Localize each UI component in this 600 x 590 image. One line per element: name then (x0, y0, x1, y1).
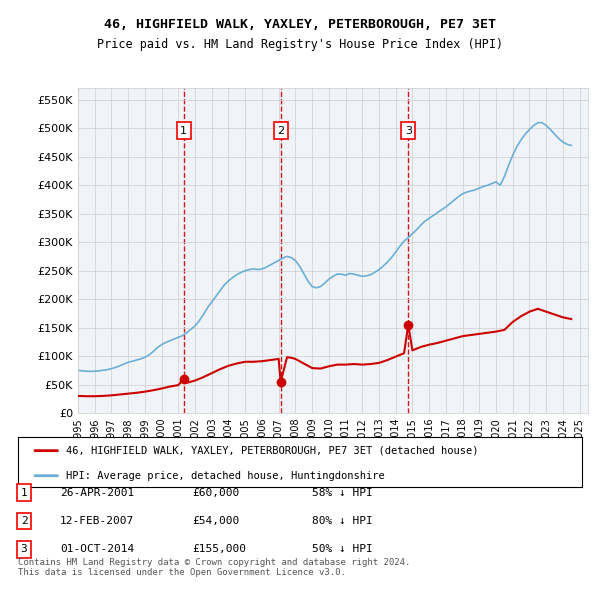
Text: 12-FEB-2007: 12-FEB-2007 (60, 516, 134, 526)
Text: HPI: Average price, detached house, Huntingdonshire: HPI: Average price, detached house, Hunt… (66, 471, 385, 481)
Text: 46, HIGHFIELD WALK, YAXLEY, PETERBOROUGH, PE7 3ET (detached house): 46, HIGHFIELD WALK, YAXLEY, PETERBOROUGH… (66, 445, 478, 455)
Text: 01-OCT-2014: 01-OCT-2014 (60, 545, 134, 554)
Text: 58% ↓ HPI: 58% ↓ HPI (312, 488, 373, 497)
Text: £155,000: £155,000 (192, 545, 246, 554)
Text: 2: 2 (20, 516, 28, 526)
Text: 46, HIGHFIELD WALK, YAXLEY, PETERBOROUGH, PE7 3ET: 46, HIGHFIELD WALK, YAXLEY, PETERBOROUGH… (104, 18, 496, 31)
Text: £54,000: £54,000 (192, 516, 239, 526)
Text: 50% ↓ HPI: 50% ↓ HPI (312, 545, 373, 554)
Text: Price paid vs. HM Land Registry's House Price Index (HPI): Price paid vs. HM Land Registry's House … (97, 38, 503, 51)
Text: £60,000: £60,000 (192, 488, 239, 497)
Text: 26-APR-2001: 26-APR-2001 (60, 488, 134, 497)
Text: 80% ↓ HPI: 80% ↓ HPI (312, 516, 373, 526)
Text: Contains HM Land Registry data © Crown copyright and database right 2024.
This d: Contains HM Land Registry data © Crown c… (18, 558, 410, 577)
Text: 3: 3 (20, 545, 28, 554)
Text: 3: 3 (405, 126, 412, 136)
Text: 1: 1 (180, 126, 187, 136)
Text: 1: 1 (20, 488, 28, 497)
Text: 2: 2 (277, 126, 284, 136)
